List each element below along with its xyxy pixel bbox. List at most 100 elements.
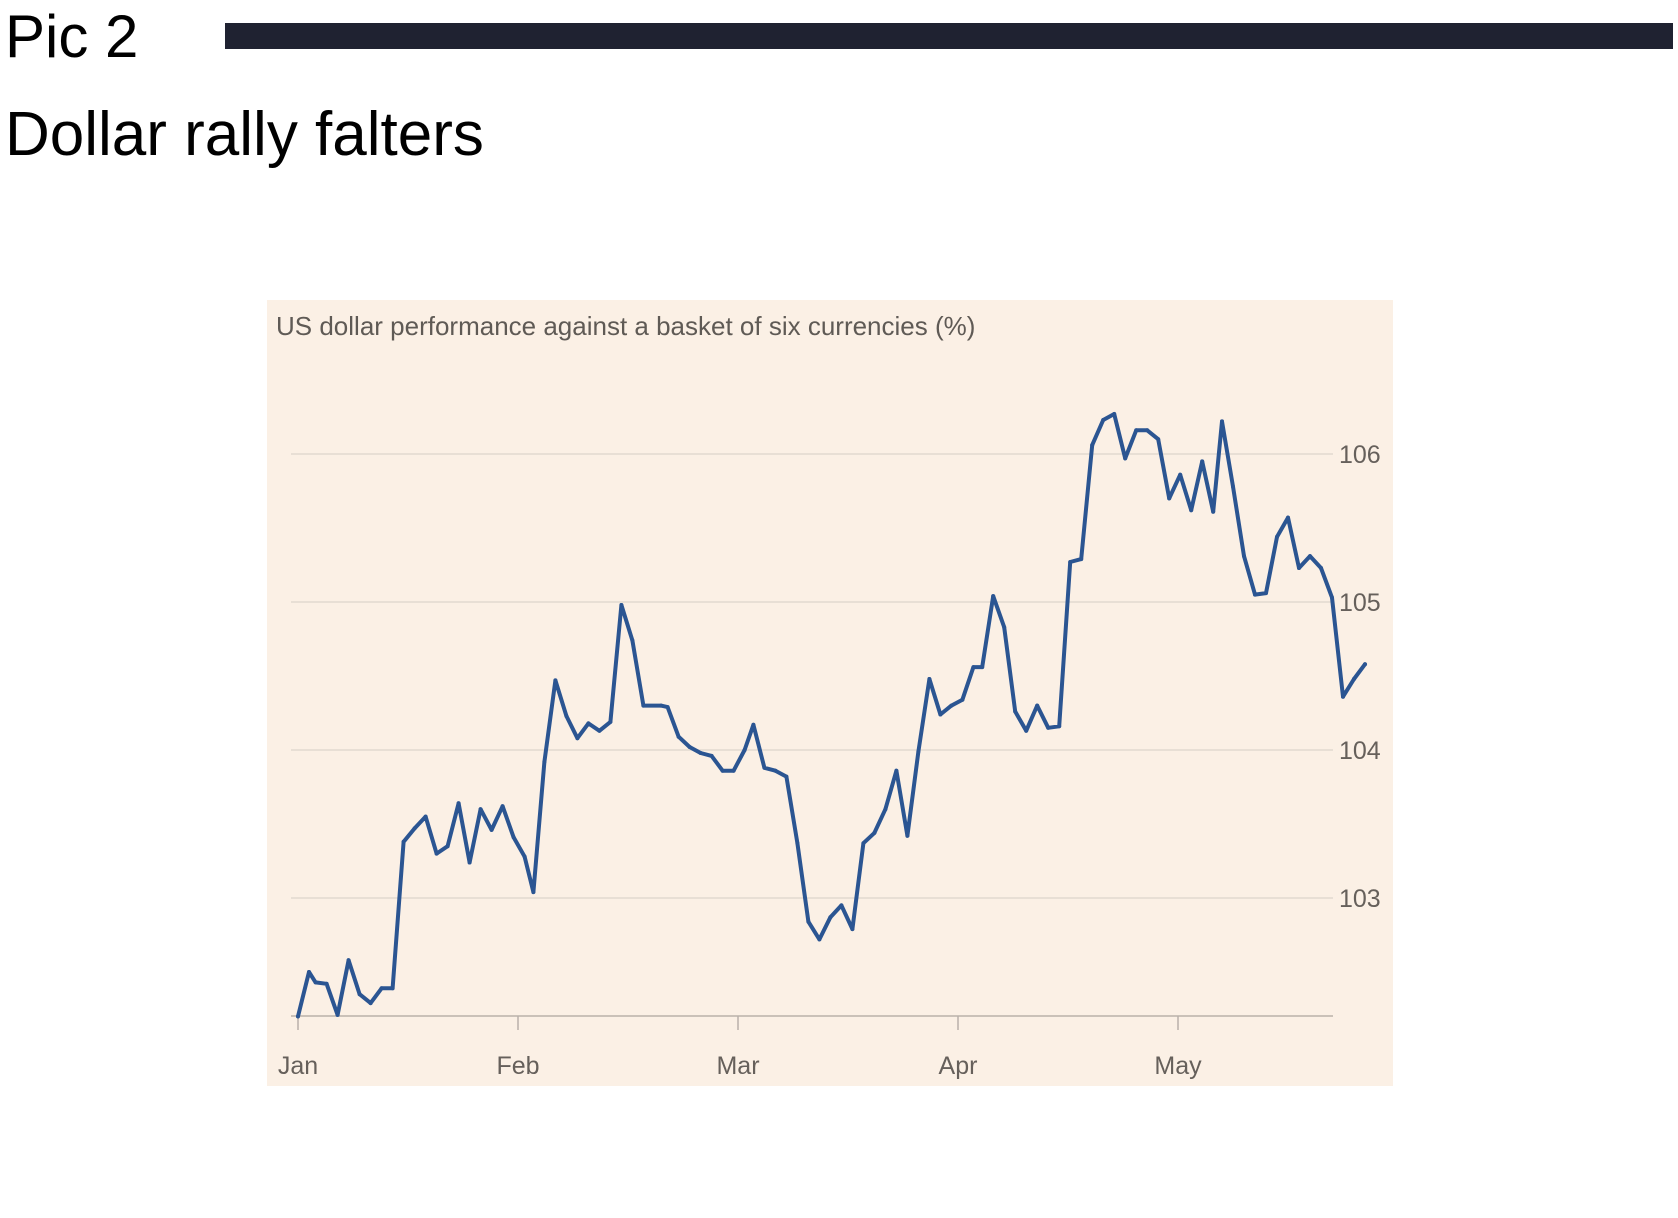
data-point-28 [597, 728, 602, 733]
data-point-82 [1189, 508, 1194, 513]
data-point-54 [883, 807, 888, 812]
data-point-34 [665, 705, 670, 710]
data-point-60 [949, 703, 954, 708]
data-point-35 [676, 734, 681, 739]
data-point-1 [307, 970, 311, 974]
data-point-78 [1145, 428, 1150, 433]
data-point-94 [1319, 566, 1323, 570]
data-point-96 [1341, 694, 1345, 699]
data-point-17 [478, 807, 483, 812]
data-point-3 [324, 981, 329, 986]
data-point-57 [916, 749, 921, 754]
data-point-49 [828, 915, 833, 920]
x-tick-label-apr: Apr [939, 1052, 978, 1080]
data-point-24 [553, 678, 558, 683]
x-tick-label-mar: Mar [716, 1052, 759, 1080]
data-point-56 [905, 833, 910, 838]
chart-title: US dollar performance against a basket o… [276, 311, 975, 341]
data-point-90 [1275, 534, 1279, 539]
data-point-5 [346, 958, 351, 963]
data-point-21 [522, 854, 527, 859]
data-point-0 [296, 1014, 300, 1019]
data-point-83 [1200, 459, 1205, 464]
data-point-88 [1253, 592, 1257, 597]
data-point-68 [1035, 703, 1040, 708]
data-point-70 [1057, 724, 1062, 729]
data-point-87 [1242, 554, 1246, 559]
y-tick-label-103: 103 [1339, 885, 1381, 913]
data-point-89 [1264, 591, 1268, 596]
data-point-98 [1363, 662, 1367, 667]
data-point-53 [872, 830, 877, 835]
data-point-75 [1112, 412, 1117, 416]
data-point-65 [1002, 625, 1007, 630]
gridlines [291, 453, 1333, 899]
data-point-11 [412, 826, 417, 831]
data-point-45 [784, 774, 789, 779]
data-point-4 [335, 1012, 340, 1017]
data-point-36 [687, 745, 692, 749]
y-tick-label-106: 106 [1339, 441, 1381, 469]
data-point-95 [1330, 595, 1334, 600]
data-point-33 [659, 703, 663, 708]
y-axis: 103 104 105 106 [1339, 441, 1381, 913]
data-point-6 [357, 992, 362, 997]
data-point-81 [1178, 472, 1183, 477]
data-point-50 [839, 903, 844, 908]
data-point-85 [1220, 419, 1224, 424]
data-point-62 [971, 665, 976, 670]
data-point-13 [434, 851, 439, 856]
data-point-12 [423, 814, 428, 819]
data-point-59 [938, 712, 943, 717]
data-point-41 [742, 748, 747, 752]
x-axis: Jan Feb Mar Apr May [278, 1015, 1333, 1080]
data-point-44 [773, 768, 778, 773]
chart-panel: US dollar performance against a basket o… [267, 300, 1393, 1086]
data-point-71 [1068, 560, 1073, 564]
series-layer [296, 412, 1367, 1019]
data-point-58 [927, 677, 932, 681]
data-point-80 [1167, 496, 1172, 501]
data-point-64 [991, 594, 996, 599]
data-point-8 [379, 986, 384, 991]
data-point-23 [542, 759, 547, 764]
x-tick-label-may: May [1154, 1052, 1202, 1080]
data-point-66 [1013, 709, 1018, 714]
data-point-46 [795, 841, 800, 846]
data-point-97 [1352, 677, 1356, 681]
data-point-52 [861, 841, 866, 846]
data-point-32 [641, 703, 646, 708]
x-tick-label-feb: Feb [496, 1052, 539, 1080]
y-tick-label-104: 104 [1339, 737, 1381, 765]
data-point-63 [980, 665, 985, 670]
data-point-42 [751, 722, 756, 727]
data-point-26 [575, 736, 580, 741]
data-point-67 [1024, 728, 1029, 733]
data-point-2 [313, 980, 318, 985]
data-point-79 [1156, 437, 1161, 442]
data-point-25 [564, 714, 569, 718]
data-point-39 [720, 768, 725, 773]
data-point-84 [1211, 509, 1216, 514]
line-chart: US dollar performance against a basket o… [276, 311, 1381, 1080]
data-point-86 [1231, 484, 1235, 489]
data-point-29 [608, 719, 613, 724]
data-point-92 [1297, 566, 1301, 570]
data-point-51 [850, 927, 855, 932]
data-point-91 [1286, 515, 1290, 520]
data-point-18 [489, 827, 494, 832]
data-point-20 [511, 835, 516, 840]
data-point-61 [960, 697, 965, 702]
y-tick-label-105: 105 [1339, 589, 1381, 617]
data-point-48 [817, 937, 822, 942]
data-point-15 [456, 801, 461, 806]
data-point-10 [401, 839, 406, 844]
header-rule [225, 23, 1673, 49]
data-point-7 [368, 1001, 373, 1006]
data-point-55 [894, 768, 899, 773]
data-point-16 [467, 860, 472, 865]
data-point-9 [390, 986, 395, 991]
page-headline: Dollar rally falters [5, 100, 484, 169]
data-point-47 [806, 919, 811, 924]
data-point-19 [500, 804, 505, 809]
